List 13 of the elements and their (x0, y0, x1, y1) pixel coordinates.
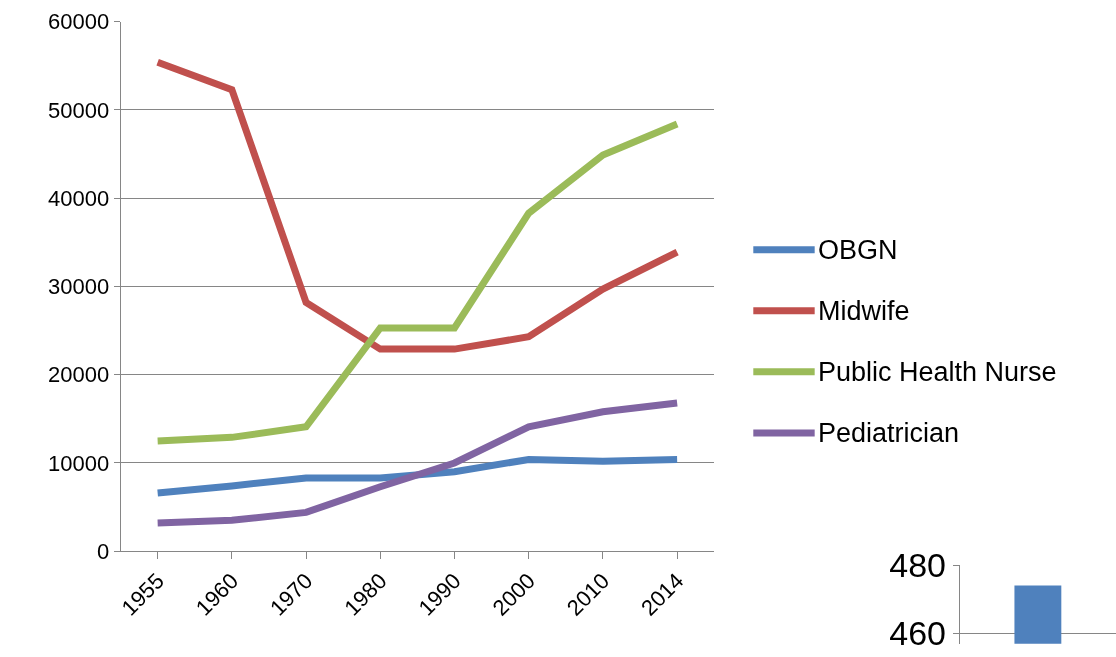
legend-label: OBGN (818, 235, 898, 265)
y-tick-label: 10000 (47, 450, 110, 476)
legend-label: Public Health Nurse (818, 357, 1057, 387)
y-tick-label: 0 (96, 538, 110, 564)
y-tick-label: 30000 (47, 274, 110, 300)
y-tick-label: 480 (889, 545, 946, 584)
y-tick-label: 20000 (47, 362, 110, 388)
y-tick-label: 40000 (47, 185, 110, 211)
y-tick-label: 60000 (47, 9, 110, 35)
legend-label: Pediatrician (818, 418, 960, 448)
legend-label: Midwife (818, 296, 910, 326)
y-tick-label: 460 (889, 614, 946, 653)
y-tick-label: 50000 (47, 97, 110, 123)
